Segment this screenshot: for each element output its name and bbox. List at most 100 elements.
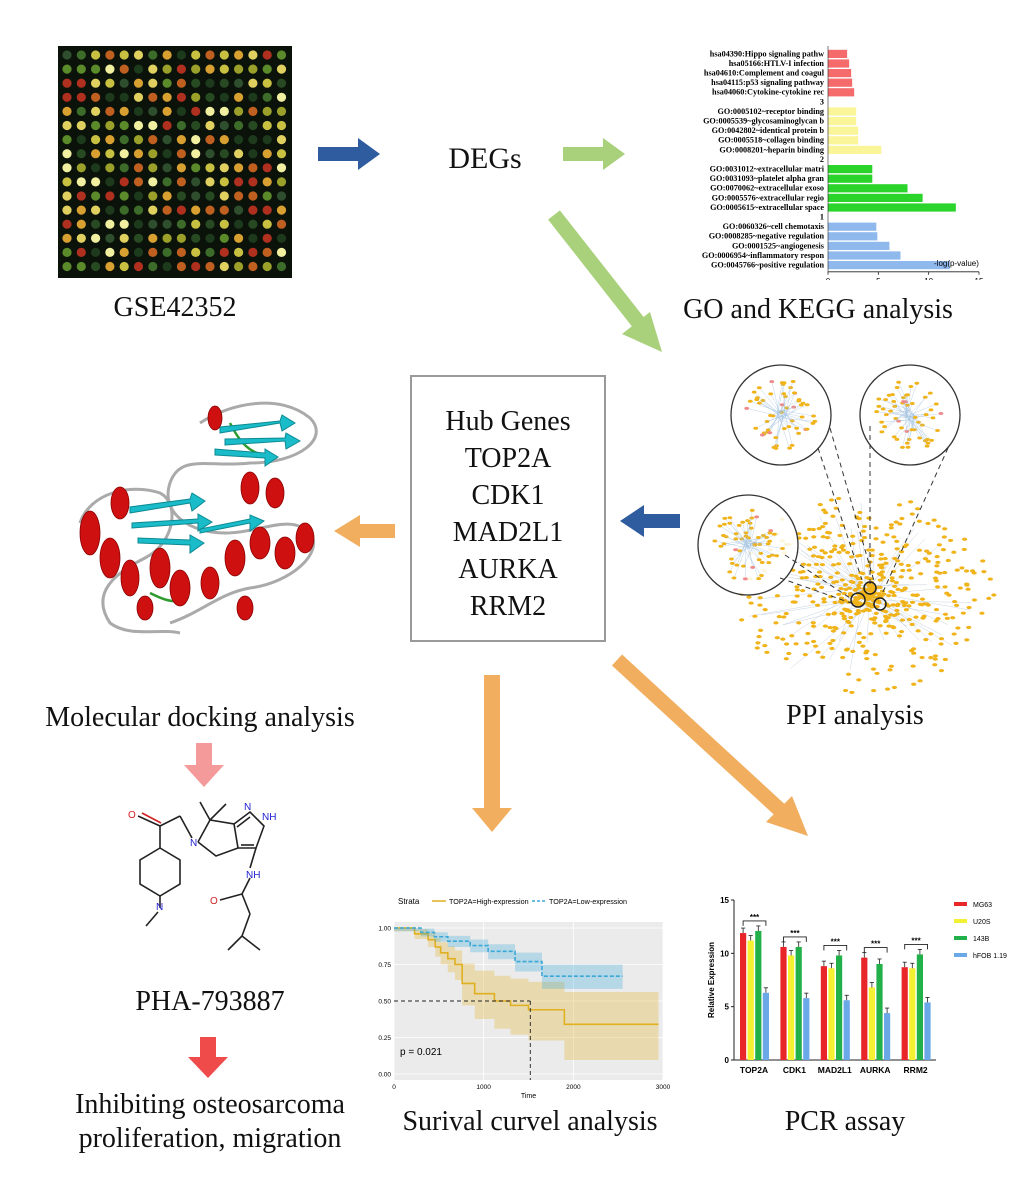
ppi-zoom-node	[910, 402, 915, 405]
arrow-degs-to-ppi	[554, 215, 662, 352]
ppi-zoom-node	[722, 542, 727, 545]
ppi-node	[991, 593, 996, 596]
ppi-node	[823, 522, 828, 525]
ppi-node	[935, 561, 940, 564]
pcr-bar	[740, 933, 746, 1060]
ppi-node	[972, 598, 977, 601]
hub-genes-title: Hub Genes	[412, 403, 604, 440]
ppi-node	[847, 562, 852, 565]
ppi-zoom-node	[744, 535, 749, 538]
ppi-zoom-node	[755, 396, 760, 399]
ppi-node	[842, 592, 847, 595]
ppi-node	[838, 600, 843, 603]
ppi-node	[842, 617, 847, 620]
ppi-zoom-node	[722, 517, 727, 520]
ppi-node	[889, 523, 894, 526]
ppi-node	[879, 553, 884, 556]
ppi-zoom-node	[756, 536, 761, 539]
ppi-zoom-node	[799, 404, 804, 407]
ppi-node	[807, 548, 812, 551]
survival-x-tick-label: 1000	[476, 1084, 491, 1091]
ppi-zoom-node	[935, 429, 940, 432]
ppi-node	[855, 597, 860, 600]
ppi-zoom-node	[757, 386, 762, 389]
ppi-node	[845, 647, 850, 650]
ppi-node	[850, 542, 855, 545]
ppi-node	[961, 612, 966, 615]
arrow-compound-to-inhibiting	[188, 1037, 228, 1078]
ppi-node	[954, 604, 959, 607]
ppi-node	[889, 526, 894, 529]
ppi-node	[846, 673, 851, 676]
ppi-zoom-node	[733, 537, 738, 540]
pcr-x-tick-label: RRM2	[904, 1065, 928, 1075]
ppi-node	[820, 656, 825, 659]
ppi-node	[795, 594, 800, 597]
ppi-node	[878, 578, 883, 581]
ppi-node	[822, 600, 827, 603]
pcr-legend-swatch	[954, 953, 967, 957]
ppi-zoom-node	[931, 416, 936, 419]
ppi-node	[857, 632, 862, 635]
caption-pcr: PCR assay	[760, 1106, 930, 1138]
ppi-zoom-node	[939, 412, 944, 415]
ppi-node	[816, 555, 821, 558]
ppi-node	[892, 614, 897, 617]
ppi-node	[820, 563, 825, 566]
ppi-zoom-node	[791, 380, 796, 383]
ppi-node	[899, 517, 904, 520]
ppi-zoom-node	[729, 557, 734, 560]
ppi-zoom-node	[917, 437, 922, 440]
ppi-node	[857, 511, 862, 514]
ppi-node	[807, 594, 812, 597]
ppi-node	[838, 587, 843, 590]
survival-x-tick-label: 2000	[566, 1084, 581, 1091]
ppi-zoom-node	[768, 532, 773, 535]
ppi-node	[831, 563, 836, 566]
ppi-node	[897, 634, 902, 637]
ppi-node	[936, 525, 941, 528]
ppi-node	[884, 632, 889, 635]
ppi-node	[938, 642, 943, 645]
ppi-node	[836, 497, 841, 500]
ppi-zoom-node	[727, 516, 732, 519]
ppi-node	[894, 609, 899, 612]
ppi-node	[870, 548, 875, 551]
arrow-gse-to-degs	[318, 138, 380, 170]
ppi-zoom-node	[914, 382, 919, 385]
ppi-node	[780, 638, 785, 641]
ppi-node	[873, 537, 878, 540]
ppi-node	[952, 600, 957, 603]
ppi-node	[843, 689, 848, 692]
ppi-zoom-node	[774, 447, 779, 450]
ppi-node	[756, 635, 761, 638]
ppi-zoom-node	[781, 392, 786, 395]
ppi-node	[918, 572, 923, 575]
ppi-zoom-node	[926, 442, 931, 445]
ppi-node	[889, 665, 894, 668]
ppi-node	[919, 603, 924, 606]
ppi-node	[801, 570, 806, 573]
pcr-bar	[803, 998, 809, 1060]
ppi-zoom-node	[796, 432, 801, 435]
survival-x-axis-label: Time	[521, 1093, 536, 1098]
pcr-bar-chart: 051015Relative Expression***TOP2A***CDK1…	[700, 888, 1010, 1098]
ppi-node	[762, 644, 767, 647]
ppi-node	[840, 578, 845, 581]
ppi-node	[784, 657, 789, 660]
survival-x-tick-label: 3000	[656, 1084, 670, 1091]
ppi-node	[867, 609, 872, 612]
ppi-node	[858, 554, 863, 557]
ppi-node	[950, 616, 955, 619]
ppi-node	[830, 515, 835, 518]
ppi-node	[955, 569, 960, 572]
ppi-node	[811, 625, 816, 628]
hub-gene: AURKA	[412, 551, 604, 588]
ppi-node	[942, 535, 947, 538]
ppi-node	[860, 572, 865, 575]
ppi-node	[811, 528, 816, 531]
ppi-node	[937, 572, 942, 575]
ppi-node	[942, 571, 947, 574]
ppi-zoom-node	[722, 523, 727, 526]
pcr-bar	[755, 931, 761, 1060]
